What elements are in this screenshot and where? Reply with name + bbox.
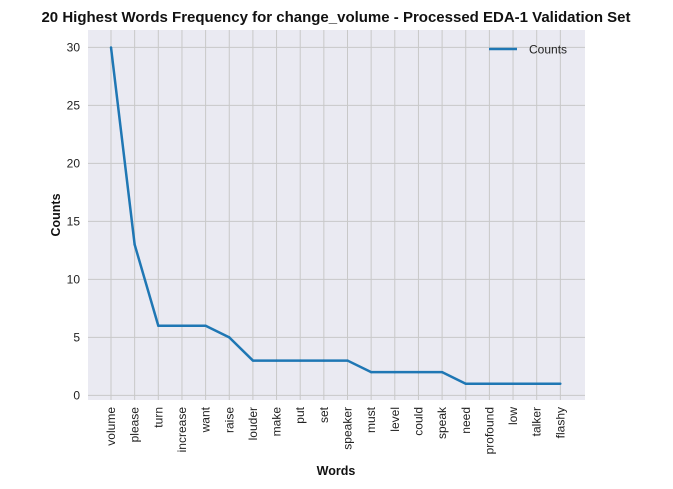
x-tick-label: speaker: [341, 407, 355, 450]
data-point: [133, 243, 136, 246]
y-tick-label: 25: [67, 98, 81, 112]
y-axis-label: Counts: [49, 193, 63, 236]
x-tick-label: turn: [151, 407, 165, 428]
data-point: [488, 382, 491, 385]
data-point: [346, 359, 349, 362]
data-point: [393, 370, 396, 374]
data-point: [109, 46, 113, 49]
data-point: [464, 382, 467, 385]
x-tick-label: increase: [175, 407, 189, 453]
x-tick-label: must: [364, 406, 378, 433]
data-point: [228, 336, 231, 339]
y-tick-label: 30: [67, 40, 81, 54]
x-tick-label: want: [199, 406, 213, 433]
x-tick-label: put: [293, 406, 307, 423]
data-point: [157, 324, 160, 327]
x-tick-label: set: [317, 406, 331, 423]
x-tick-label: need: [459, 407, 473, 434]
y-tick-label: 20: [67, 156, 81, 170]
x-tick-label: please: [128, 407, 142, 443]
x-axis-label: Words: [317, 464, 356, 478]
chart-title: 20 Highest Words Frequency for change_vo…: [41, 9, 630, 26]
x-tick-label: level: [388, 407, 402, 432]
x-tick-label: raise: [222, 407, 236, 433]
y-tick-label: 15: [67, 214, 81, 228]
x-tick-label: make: [270, 407, 284, 437]
data-point: [417, 370, 420, 374]
data-point: [299, 359, 302, 362]
series-layer: [109, 46, 562, 386]
x-tick-label: louder: [246, 407, 260, 440]
y-axis-ticks: 0 5 10 15 20 25 30: [67, 40, 81, 402]
x-tick-label: profound: [482, 407, 496, 454]
data-point: [180, 324, 184, 327]
plot-area: [88, 30, 585, 400]
data-point: [440, 370, 444, 374]
data-point: [251, 359, 255, 362]
data-point: [559, 382, 562, 385]
x-tick-label: speak: [435, 406, 449, 439]
data-point: [275, 359, 278, 362]
data-point: [535, 382, 538, 385]
y-tick-label: 5: [73, 330, 80, 344]
y-tick-label: 10: [67, 272, 81, 286]
data-point: [369, 370, 373, 374]
x-tick-label: volume: [104, 407, 118, 446]
x-tick-label: talker: [530, 407, 544, 436]
data-point: [204, 324, 207, 327]
y-tick-label: 0: [73, 388, 80, 402]
data-point: [511, 382, 515, 385]
x-axis-ticks: volume please turn increase want raise louder m…: [104, 406, 567, 454]
legend: Counts: [489, 43, 567, 57]
x-tick-label: flashy: [553, 407, 567, 438]
legend-label-counts: Counts: [529, 43, 567, 57]
grid-lines: [88, 30, 585, 400]
x-tick-label: could: [411, 407, 425, 436]
x-tick-label: low: [506, 407, 520, 425]
data-point: [322, 359, 326, 362]
series-line-counts: [109, 47, 561, 386]
